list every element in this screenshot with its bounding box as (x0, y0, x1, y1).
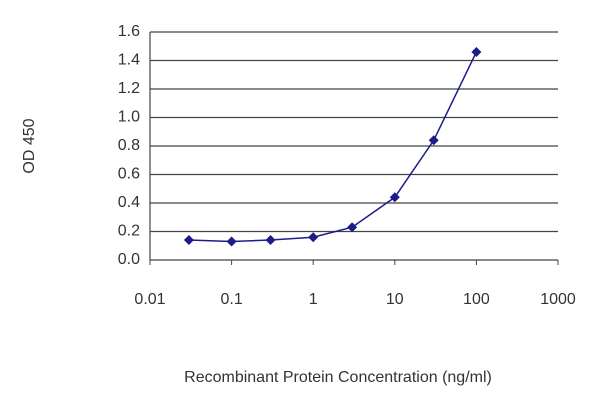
data-point (428, 135, 439, 146)
y-tick-label: 0.2 (118, 223, 140, 240)
y-tick-label: 1.4 (118, 52, 140, 69)
x-tick-label: 10 (386, 291, 404, 308)
y-tick-label: 1.2 (118, 80, 140, 97)
data-point (471, 46, 482, 57)
x-tick-label: 1000 (540, 291, 576, 308)
y-tick-label: 0.0 (118, 251, 140, 268)
y-axis-label: OD 450 (21, 118, 38, 173)
data-point (308, 232, 319, 243)
data-point (183, 235, 194, 246)
y-tick-label: 0.6 (118, 166, 140, 183)
x-tick-label: 100 (463, 291, 490, 308)
data-point (265, 235, 276, 246)
data-point (389, 192, 400, 203)
x-tick-label: 0.1 (220, 291, 242, 308)
y-tick-label: 1.0 (118, 109, 140, 126)
y-tick-label: 1.6 (118, 23, 140, 40)
y-tick-label: 0.4 (118, 194, 140, 211)
data-point (226, 236, 237, 247)
series-line (188, 51, 478, 243)
x-axis-label: Recombinant Protein Concentration (ng/ml… (184, 369, 492, 386)
x-tick-label: 0.01 (134, 291, 165, 308)
y-tick-label: 0.8 (118, 137, 140, 154)
data-point (347, 222, 358, 233)
x-tick-label: 1 (309, 291, 318, 308)
